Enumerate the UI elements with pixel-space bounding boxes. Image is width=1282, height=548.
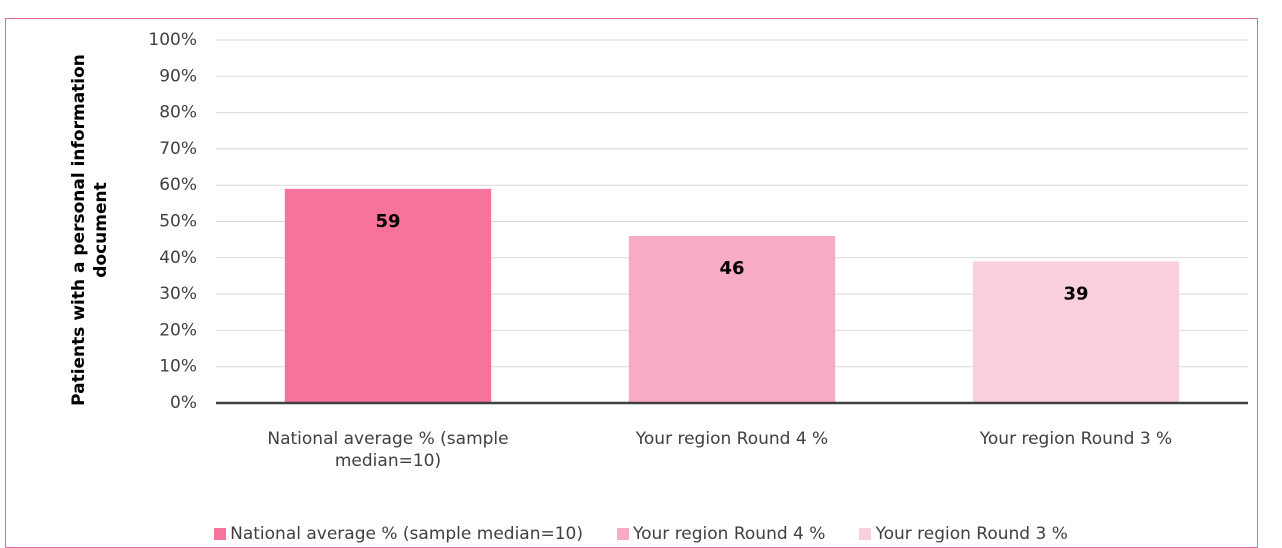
legend-item: National average % (sample median=10) <box>214 524 583 544</box>
x-tick-label: National average % (sample median=10) <box>267 429 509 471</box>
x-tick-label: Your region Round 4 % <box>635 429 829 449</box>
data-label: 59 <box>375 211 400 232</box>
legend-item: Your region Round 3 % <box>859 524 1068 544</box>
bar <box>972 261 1180 403</box>
legend-item: Your region Round 4 % <box>617 524 825 544</box>
legend-label: Your region Round 3 % <box>875 524 1068 544</box>
y-tick-label: 90% <box>159 66 197 86</box>
legend-label: National average % (sample median=10) <box>230 524 583 544</box>
data-label: 46 <box>719 258 744 279</box>
y-tick-label: 100% <box>148 30 197 50</box>
bar <box>628 236 836 403</box>
y-tick-label: 20% <box>159 320 197 340</box>
x-tick-label: Your region Round 3 % <box>979 429 1173 449</box>
bar <box>284 188 492 403</box>
y-tick-label: 40% <box>159 248 197 268</box>
y-tick-label: 50% <box>159 212 197 232</box>
y-tick-label: 70% <box>159 139 197 159</box>
legend: National average % (sample median=10) You… <box>0 524 1282 544</box>
legend-swatch <box>214 528 227 540</box>
legend-swatch <box>617 528 629 540</box>
y-tick-label: 60% <box>159 175 197 195</box>
legend-swatch <box>859 528 872 540</box>
legend-label: Your region Round 4 % <box>633 524 826 544</box>
y-tick-label: 80% <box>159 103 197 123</box>
y-tick-label: 0% <box>170 393 197 413</box>
y-tick-label: 30% <box>159 284 197 304</box>
y-tick-label: 10% <box>159 357 197 377</box>
data-label: 39 <box>1063 283 1088 304</box>
